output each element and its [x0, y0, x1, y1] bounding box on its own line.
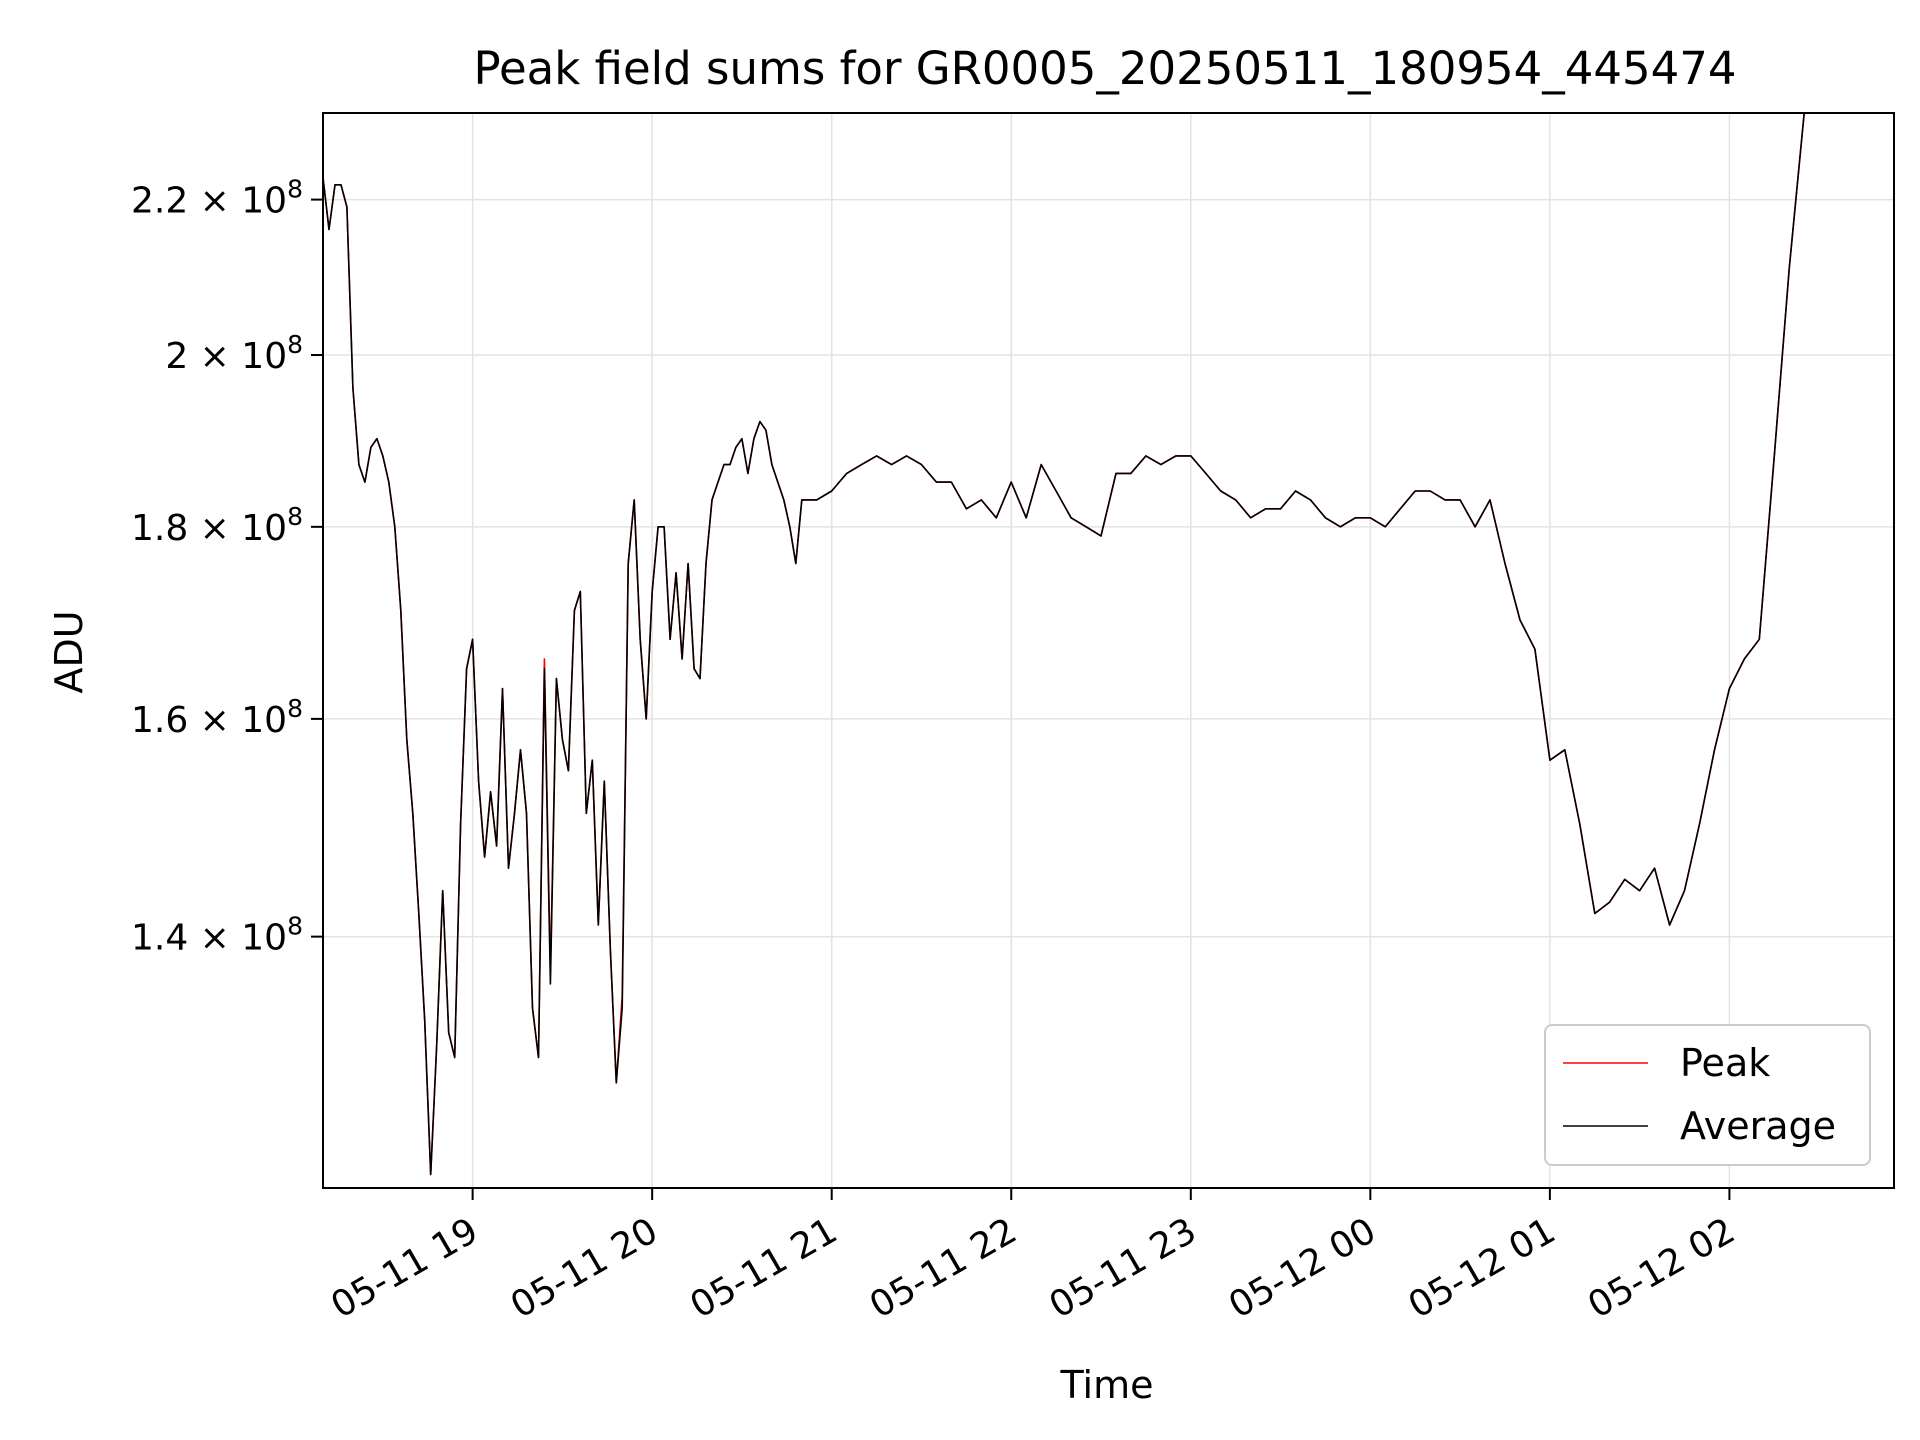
series-line-average — [323, 113, 1835, 1176]
y-tick-label: 1.4 × 108 — [131, 912, 303, 959]
chart-title: Peak field sums for GR0005_20250511_1809… — [473, 42, 1736, 95]
y-tick-label: 2 × 108 — [165, 330, 303, 377]
plot-frame — [322, 112, 1895, 1189]
y-axis: 1.4 × 108 1.6 × 108 1.8 × 108 2 × 108 2.2 × … — [131, 175, 323, 959]
legend-box — [1544, 1024, 1871, 1166]
legend-label-average: Average — [1680, 1104, 1836, 1148]
series-layer — [323, 113, 1835, 1176]
y-tick-label: 1.8 × 108 — [131, 502, 303, 549]
x-axis-label: Time — [1060, 1363, 1154, 1407]
y-tick-label: 1.6 × 108 — [131, 694, 303, 741]
grid — [323, 113, 1894, 1188]
legend: Peak Average — [1544, 1024, 1871, 1166]
y-tick-label: 2.2 × 108 — [131, 175, 303, 222]
y-axis-label: ADU — [47, 610, 91, 693]
legend-label-peak: Peak — [1680, 1041, 1770, 1085]
